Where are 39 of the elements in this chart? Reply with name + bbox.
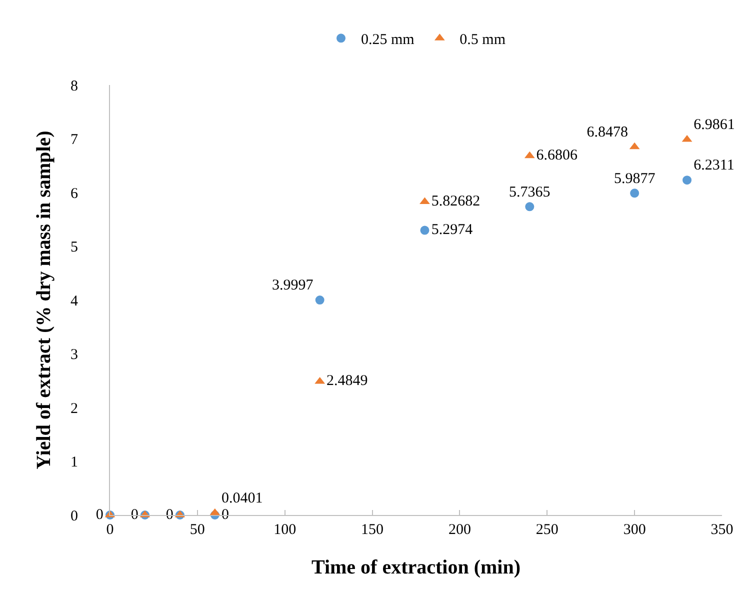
point — [682, 176, 692, 185]
x-tick-label: 50 — [190, 522, 205, 538]
y-tick-label: 2 — [70, 400, 78, 417]
data-label: 2.4849 — [326, 373, 368, 390]
data-label: 6.6806 — [536, 148, 578, 164]
x-tick-label: 0 — [106, 522, 114, 538]
x-tick-label: 300 — [623, 522, 646, 538]
data-label: 6.8478 — [586, 124, 628, 141]
x-tick-label: 250 — [536, 522, 558, 538]
data-label: 5.2974 — [431, 222, 474, 238]
data-label: 5.9877 — [614, 170, 656, 187]
y-tick-label: 7 — [70, 132, 78, 148]
data-label: 6.2311 — [694, 158, 734, 174]
y-tick-label: 3 — [70, 347, 78, 363]
point — [630, 188, 640, 198]
y-tick-label: 1 — [70, 454, 78, 470]
legend-label: 0.5 mm — [460, 32, 506, 48]
data-label: 5.7365 — [509, 184, 550, 200]
y-tick-label: 5 — [70, 240, 78, 256]
y-tick-label: 0 — [70, 508, 78, 524]
point — [315, 296, 324, 305]
x-axis-title: Time of extraction (min) — [311, 556, 521, 578]
point — [525, 202, 534, 212]
y-tick-label: 4 — [70, 293, 78, 310]
data-label: 5.82682 — [431, 194, 480, 210]
x-tick-label: 350 — [710, 522, 734, 538]
x-tick-label: 200 — [448, 522, 471, 538]
x-tick-label: 100 — [274, 522, 296, 538]
point — [420, 226, 430, 235]
point — [420, 197, 430, 204]
y-tick-label: 6 — [70, 186, 78, 202]
data-label: 3.9997 — [272, 278, 314, 294]
data-label: 0 — [96, 506, 104, 523]
data-label: 6.9861 — [694, 117, 735, 134]
legend-label: 0.25 mm — [361, 32, 415, 48]
data-label: 0.0401 — [222, 490, 263, 506]
y-axis-title: Yield of extract (% dry mass in sample) — [33, 130, 55, 470]
y-tick-label: 8 — [70, 78, 78, 94]
x-tick-label: 150 — [361, 522, 384, 538]
